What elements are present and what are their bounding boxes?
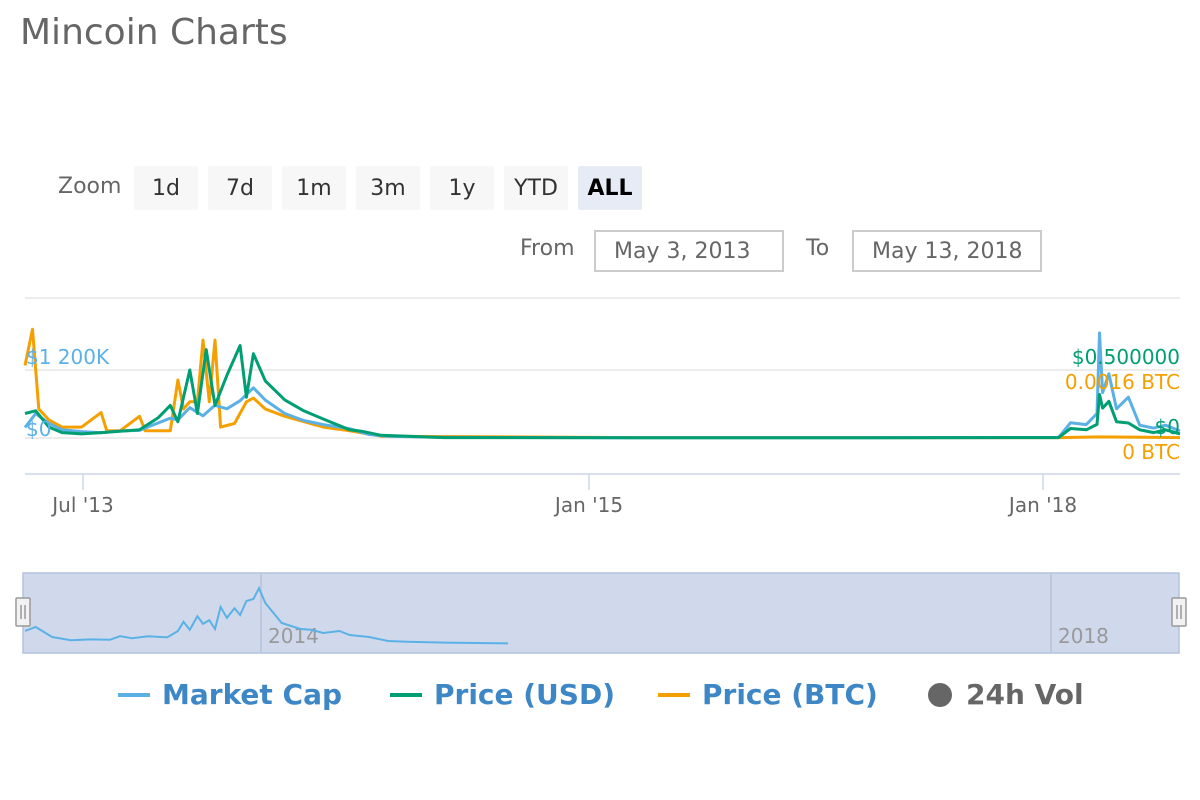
y-label-market-cap-zero: $0 xyxy=(26,417,51,441)
legend-price-btc[interactable]: Price (BTC) xyxy=(658,678,878,711)
y-label-usd-zero: $0 xyxy=(1155,415,1180,439)
to-date-input[interactable]: May 13, 2018 xyxy=(852,230,1042,272)
zoom-1y-button[interactable]: 1y xyxy=(430,166,494,210)
navigator-handle-right xyxy=(1171,597,1187,627)
y-label-btc-zero: 0 BTC xyxy=(1122,440,1180,464)
legend-24h-vol-label: 24h Vol xyxy=(966,678,1084,711)
legend-market-cap-label: Market Cap xyxy=(162,678,343,711)
x-tick-label: Jul '13 xyxy=(50,493,113,517)
x-tick-label: Jan '18 xyxy=(1007,493,1077,517)
volume-dot-icon xyxy=(928,682,952,707)
zoom-7d-button[interactable]: 7d xyxy=(208,166,272,210)
zoom-1d-button[interactable]: 1d xyxy=(134,166,198,210)
from-label: From xyxy=(520,236,575,261)
legend-market-cap[interactable]: Market Cap xyxy=(118,678,342,711)
zoom-3m-button[interactable]: 3m xyxy=(356,166,420,210)
series-price-btc xyxy=(23,327,1181,440)
page-title: Mincoin Charts xyxy=(20,12,288,53)
navigator-label-2014: 2014 xyxy=(268,624,319,648)
y-label-btc-top: 0.0016 BTC xyxy=(1065,370,1180,394)
zoom-1m-button[interactable]: 1m xyxy=(282,166,346,210)
zoom-ytd-button[interactable]: YTD xyxy=(504,166,568,210)
price-btc-line-icon xyxy=(658,692,690,697)
series-price-usd xyxy=(24,344,1181,440)
from-date-input[interactable]: May 3, 2013 xyxy=(594,230,784,272)
navigator-handle-left xyxy=(15,597,31,627)
market-cap-line-icon xyxy=(118,692,150,697)
x-tick-label: Jan '15 xyxy=(553,493,623,517)
legend-price-btc-label: Price (BTC) xyxy=(702,678,878,711)
legend-price-usd[interactable]: Price (USD) xyxy=(390,678,615,711)
zoom-all-button[interactable]: ALL xyxy=(578,166,642,210)
navigator-series-line xyxy=(24,585,509,645)
legend-price-usd-label: Price (USD) xyxy=(434,678,616,711)
legend-24h-vol[interactable]: 24h Vol xyxy=(928,678,1084,711)
y-label-market-cap-top: $1 200K xyxy=(26,345,110,369)
to-label: To xyxy=(806,236,830,261)
series-market-cap xyxy=(23,331,1181,440)
navigator-mask xyxy=(22,572,1180,654)
zoom-label: Zoom xyxy=(58,174,122,199)
price-usd-line-icon xyxy=(390,692,422,697)
y-label-usd-top: $0.500000 xyxy=(1072,345,1180,369)
navigator-label-2018: 2018 xyxy=(1058,624,1109,648)
